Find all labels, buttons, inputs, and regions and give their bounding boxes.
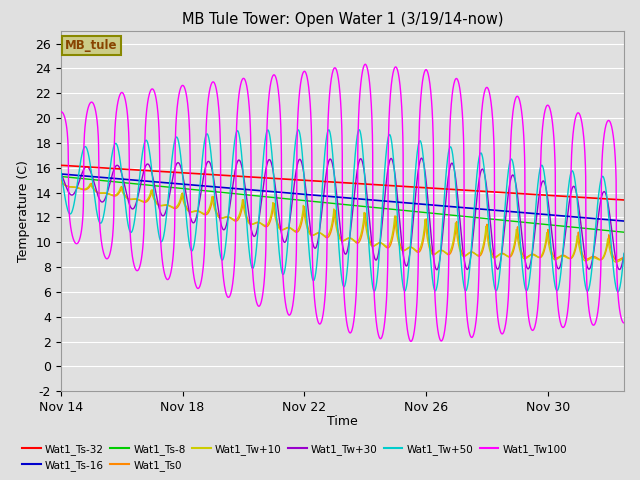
Text: MB_tule: MB_tule	[65, 38, 118, 51]
Legend: Wat1_Ts-32, Wat1_Ts-16, Wat1_Ts-8, Wat1_Ts0, Wat1_Tw+10, Wat1_Tw+30, Wat1_Tw+50,: Wat1_Ts-32, Wat1_Ts-16, Wat1_Ts-8, Wat1_…	[18, 439, 572, 475]
Title: MB Tule Tower: Open Water 1 (3/19/14-now): MB Tule Tower: Open Water 1 (3/19/14-now…	[182, 12, 503, 27]
X-axis label: Time: Time	[327, 415, 358, 428]
Y-axis label: Temperature (C): Temperature (C)	[17, 160, 29, 262]
